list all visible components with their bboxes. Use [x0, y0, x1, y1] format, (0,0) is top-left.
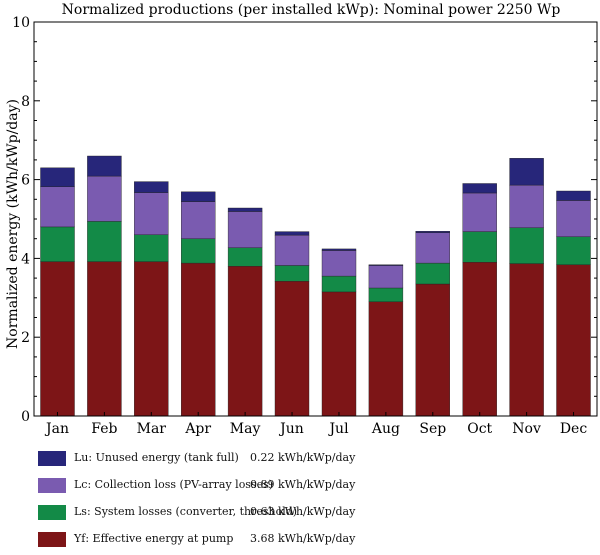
bar-segment-mar-s3	[134, 181, 169, 193]
bar-segment-apr-s3	[180, 191, 216, 202]
x-tick-label: Dec	[560, 421, 588, 437]
bar-segment-aug-s1	[368, 287, 404, 302]
bar-segment-may-s0	[227, 266, 263, 417]
bar-segment-feb-s0	[87, 261, 122, 417]
bar-segment-dec-s1	[556, 236, 591, 265]
bar-segment-aug-s3	[368, 264, 404, 266]
bar-segment-feb-s2	[87, 175, 122, 222]
bar-segment-feb-s3	[87, 155, 122, 177]
y-tick-label: 8	[21, 94, 30, 110]
bar-segment-jul-s1	[321, 275, 357, 293]
legend-value: 0.63 kWh/kWp/day	[250, 505, 356, 518]
bar-segment-oct-s1	[462, 231, 497, 263]
bar-segment-mar-s1	[134, 234, 169, 262]
bar-segment-oct-s0	[462, 262, 497, 417]
bar-segment-mar-s2	[134, 192, 169, 236]
x-tick-label: Feb	[91, 421, 117, 437]
bar-segment-jan-s3	[40, 167, 75, 187]
legend-label: Lu: Unused energy (tank full)	[74, 451, 239, 464]
bar-segment-aug-s2	[368, 265, 404, 289]
bar-segment-feb-s1	[87, 221, 122, 262]
legend-item: Ls: System losses (converter, threshold)…	[32, 501, 572, 528]
stacked-bar-chart: Normalized productions (per installed kW…	[5, 2, 598, 437]
y-tick-label: 10	[12, 15, 30, 31]
x-tick-label: Jan	[44, 421, 69, 437]
bar-segment-jul-s3	[321, 248, 357, 251]
bar-segment-aug-s0	[368, 301, 404, 417]
bar-segment-nov-s1	[509, 227, 544, 264]
bar-segment-jun-s1	[274, 265, 310, 282]
x-tick-label: Sep	[419, 421, 446, 437]
y-tick-label: 6	[21, 173, 30, 189]
legend-swatch	[38, 505, 66, 520]
legend-item: Lc: Collection loss (PV-array losses) 0.8…	[32, 474, 572, 501]
x-tick-label: Jul	[327, 421, 349, 437]
bar-segment-jan-s2	[40, 186, 75, 228]
bar-segment-may-s2	[227, 211, 263, 248]
x-tick-label: Mar	[137, 421, 167, 437]
bar-segment-jun-s3	[274, 231, 310, 236]
legend-value: 0.89 kWh/kWp/day	[250, 478, 356, 491]
legend-item: Lu: Unused energy (tank full) 0.22 kWh/kW…	[32, 447, 572, 474]
x-tick-label: May	[230, 421, 261, 437]
chart-title: Normalized productions (per installed kW…	[62, 2, 561, 18]
bar-segment-sep-s0	[415, 283, 450, 417]
bar-segment-jul-s2	[321, 250, 357, 277]
legend-value: 0.22 kWh/kWp/day	[250, 451, 356, 464]
bar-segment-dec-s2	[556, 200, 591, 237]
bar-segment-mar-s0	[134, 261, 169, 417]
legend-swatch	[38, 478, 66, 493]
bar-segment-apr-s0	[180, 262, 216, 417]
y-tick-label: 2	[21, 330, 30, 346]
bar-segment-dec-s3	[556, 190, 591, 201]
legend-label: Ls: System losses (converter, threshold)	[74, 505, 298, 518]
x-tick-label: Oct	[467, 421, 492, 437]
y-tick-label: 0	[21, 409, 30, 425]
bar-segment-sep-s3	[415, 230, 450, 233]
bar-segment-jan-s0	[40, 261, 75, 417]
x-tick-label: Nov	[512, 421, 541, 437]
bar-segment-jun-s2	[274, 234, 310, 266]
bar-segment-jul-s0	[321, 291, 357, 417]
legend-swatch	[38, 532, 66, 547]
legend-label: Lc: Collection loss (PV-array losses)	[74, 478, 274, 491]
bar-segment-apr-s2	[180, 201, 216, 239]
bar-segment-oct-s2	[462, 192, 497, 232]
x-tick-label: Aug	[371, 421, 400, 437]
bar-segment-dec-s0	[556, 264, 591, 417]
bar-segment-jun-s0	[274, 281, 310, 417]
bar-segment-nov-s0	[509, 263, 544, 417]
x-tick-label: Apr	[184, 421, 211, 437]
legend-swatch	[38, 451, 66, 466]
bar-segment-apr-s1	[180, 238, 216, 264]
bar-segment-sep-s1	[415, 262, 450, 285]
bar-segment-nov-s2	[509, 184, 544, 228]
bar-segment-may-s3	[227, 207, 263, 212]
bar-segment-jan-s1	[40, 226, 75, 262]
y-axis-label: Normalized energy (kWh/kWp/day)	[5, 99, 21, 349]
bar-segment-nov-s3	[509, 158, 544, 186]
x-tick-label: Jun	[278, 421, 304, 437]
bar-segment-oct-s3	[462, 183, 497, 194]
bar-segment-may-s1	[227, 247, 263, 267]
y-tick-label: 4	[21, 251, 30, 267]
bar-segment-sep-s2	[415, 232, 450, 264]
legend-item: Yf: Effective energy at pump 3.68 kWh/kWp…	[32, 528, 572, 555]
